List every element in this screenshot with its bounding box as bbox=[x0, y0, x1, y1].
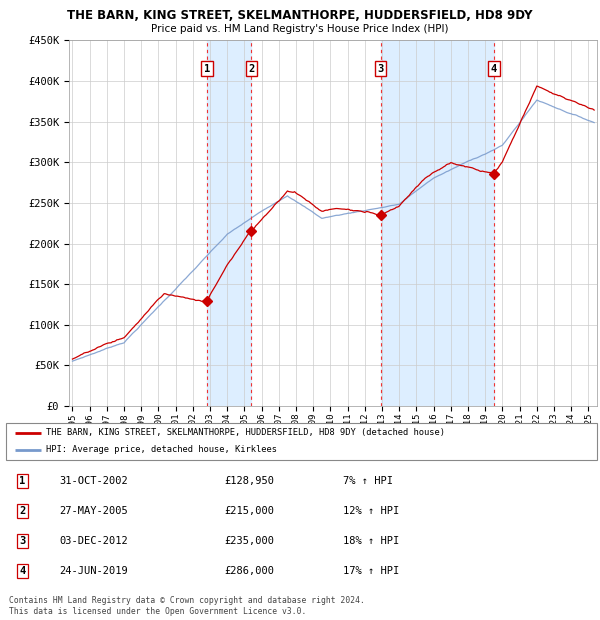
Text: 2: 2 bbox=[19, 506, 26, 516]
Text: 1: 1 bbox=[204, 64, 210, 74]
Text: 12% ↑ HPI: 12% ↑ HPI bbox=[343, 506, 399, 516]
Text: 7% ↑ HPI: 7% ↑ HPI bbox=[343, 476, 393, 486]
Text: THE BARN, KING STREET, SKELMANTHORPE, HUDDERSFIELD, HD8 9DY (detached house): THE BARN, KING STREET, SKELMANTHORPE, HU… bbox=[46, 428, 445, 437]
Bar bbox=[380, 40, 494, 406]
Text: HPI: Average price, detached house, Kirklees: HPI: Average price, detached house, Kirk… bbox=[46, 446, 277, 454]
Bar bbox=[207, 40, 251, 406]
Text: THE BARN, KING STREET, SKELMANTHORPE, HUDDERSFIELD, HD8 9DY: THE BARN, KING STREET, SKELMANTHORPE, HU… bbox=[67, 9, 533, 22]
FancyBboxPatch shape bbox=[6, 423, 597, 460]
Text: £215,000: £215,000 bbox=[224, 506, 275, 516]
Text: 18% ↑ HPI: 18% ↑ HPI bbox=[343, 536, 399, 546]
Text: £235,000: £235,000 bbox=[224, 536, 275, 546]
Text: 17% ↑ HPI: 17% ↑ HPI bbox=[343, 566, 399, 576]
Text: 4: 4 bbox=[19, 566, 26, 576]
Text: Contains HM Land Registry data © Crown copyright and database right 2024.
This d: Contains HM Land Registry data © Crown c… bbox=[9, 596, 365, 616]
Text: 31-OCT-2002: 31-OCT-2002 bbox=[59, 476, 128, 486]
Text: 3: 3 bbox=[19, 536, 26, 546]
Text: 4: 4 bbox=[491, 64, 497, 74]
Text: Price paid vs. HM Land Registry's House Price Index (HPI): Price paid vs. HM Land Registry's House … bbox=[151, 24, 449, 33]
Text: 2: 2 bbox=[248, 64, 254, 74]
Text: 3: 3 bbox=[377, 64, 384, 74]
Text: £286,000: £286,000 bbox=[224, 566, 275, 576]
Text: 27-MAY-2005: 27-MAY-2005 bbox=[59, 506, 128, 516]
Text: 24-JUN-2019: 24-JUN-2019 bbox=[59, 566, 128, 576]
Text: 03-DEC-2012: 03-DEC-2012 bbox=[59, 536, 128, 546]
Text: £128,950: £128,950 bbox=[224, 476, 275, 486]
Text: 1: 1 bbox=[19, 476, 26, 486]
